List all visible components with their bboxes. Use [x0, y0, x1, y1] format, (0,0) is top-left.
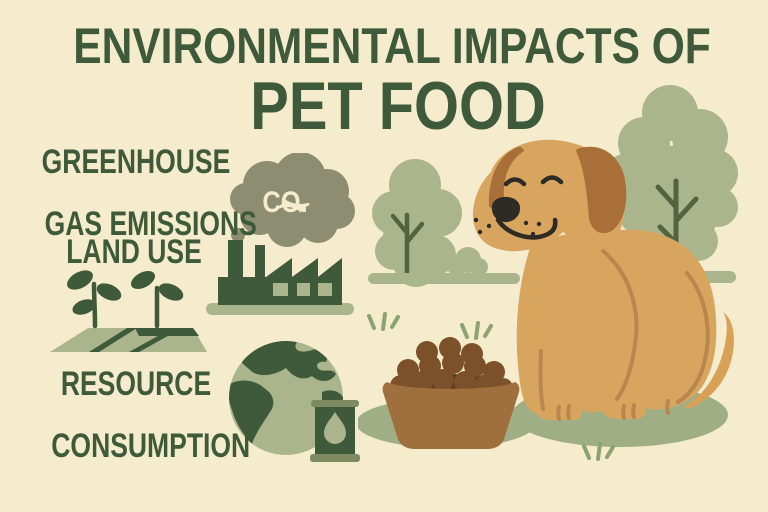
dog-illustration — [472, 139, 734, 421]
page-title-line2: PET FOOD — [250, 68, 546, 144]
bush-icon — [447, 247, 488, 276]
bowl-body — [382, 382, 520, 449]
dog-food-bowl — [382, 337, 520, 449]
factory-icon — [206, 240, 354, 315]
barrel-rim-top — [311, 400, 359, 407]
factory-chimney — [255, 245, 265, 282]
field-furrows — [89, 328, 199, 352]
factory-chimney — [228, 240, 243, 280]
tree-trunk — [390, 212, 425, 284]
dog-ear-left — [488, 146, 524, 210]
sprout-icon — [67, 270, 122, 329]
grass-sprig — [367, 312, 400, 331]
dog-eye-right — [540, 175, 564, 185]
oil-barrel-icon — [310, 400, 360, 462]
dog-face — [495, 175, 564, 240]
water-drop-icon — [324, 412, 346, 444]
co2-label: CO. — [262, 185, 307, 218]
label-land-use: LAND USE — [66, 233, 202, 271]
label-greenhouse-gas-emissions: GREENHOUSE GAS EMISSIONS — [0, 145, 292, 243]
dog-tail — [685, 312, 734, 409]
label-line: RESOURCE — [60, 365, 212, 403]
sprout-field-icon — [50, 270, 207, 352]
co2-cloud-icon: CO. — [228, 153, 355, 251]
factory-base-bar — [206, 303, 354, 315]
dog-whisker-dots — [473, 217, 542, 237]
dog-ear-right — [576, 146, 627, 234]
globe-barrel-icon — [229, 341, 360, 462]
dog-body-lines — [538, 249, 710, 421]
sprout-icon — [130, 270, 184, 329]
grass-sprig — [460, 321, 493, 340]
dog-eye-left — [503, 177, 527, 187]
factory-windows — [273, 283, 332, 296]
label-line: CONSUMPTION — [51, 427, 251, 465]
dog-smile — [495, 217, 558, 240]
smoke-puff — [231, 228, 245, 242]
grass-sprigs — [367, 312, 615, 461]
label-line: GREENHOUSE — [41, 143, 231, 181]
page-title-line1: ENVIRONMENTAL IMPACTS OF — [73, 18, 711, 74]
barrel-rim-bottom — [310, 454, 360, 462]
label-resource-consumption: RESOURCE CONSUMPTION — [0, 367, 292, 465]
grass-sprig — [582, 442, 615, 461]
label-line: GAS EMISSIONS — [44, 205, 257, 243]
dog-nose — [491, 196, 521, 223]
dog-body — [516, 229, 717, 420]
ground-bar-left — [368, 273, 520, 284]
